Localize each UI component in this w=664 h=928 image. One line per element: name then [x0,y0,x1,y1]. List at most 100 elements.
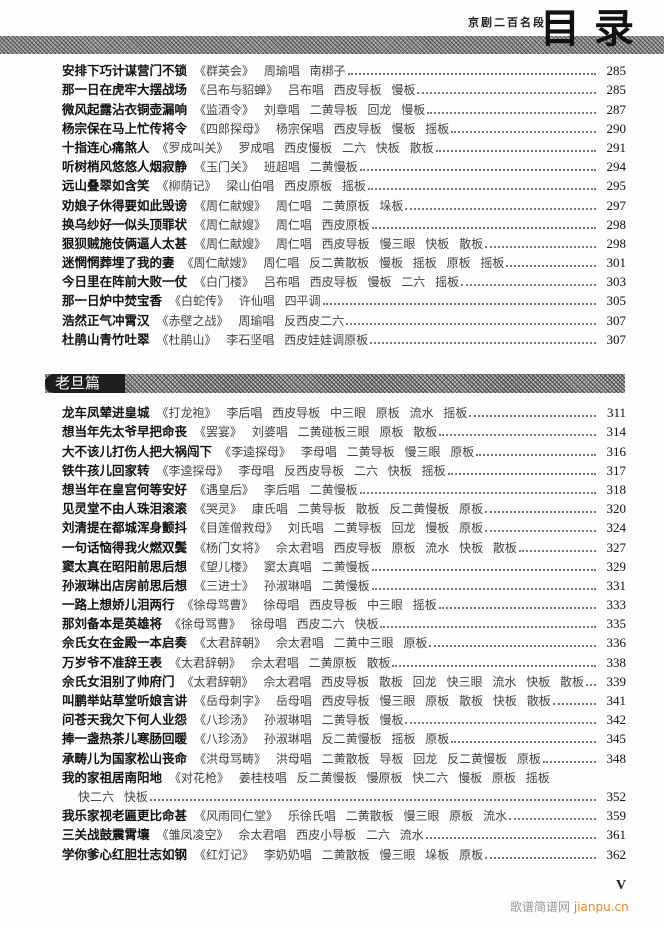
entry-details: 《风雨同仁堂》 乐徐氏唱 二黄散板 慢三眼 原板 流水 [194,809,508,824]
toc-entry[interactable]: 十指连心痛煞人 《罗成叫关》 罗成唱 西皮慢板 二六 快板 散板 291 [62,137,626,156]
toc-entry[interactable]: 问苍天我欠下何人业怨 《八珍汤》 孙淑琳唱 二黄导板 慢板 342 [62,709,626,728]
entry-details: 《吕布与貂蝉》 吕布唱 西皮导板 慢板 [194,83,416,98]
toc-entry[interactable]: 一路上想娇儿泪两行 《徐母骂曹》 徐母唱 西皮导板 中三眼 摇板 333 [62,594,626,613]
entry-title: 狠狈贼施伎俩逼人太甚 [62,235,188,251]
entry-page: 294 [606,159,627,175]
dot-leader [439,434,596,437]
entry-title: 万岁爷不准辞王表 [62,654,163,670]
toc-entry[interactable]: 学你爹心红胆壮志如钢 《红灯记》 李奶奶唱 二黄散板 慢三眼 垛板 原板 362 [62,843,626,862]
entry-title: 承畴儿为国家松山丧命 [62,750,188,766]
toc-entry[interactable]: 佘氏女泪别了帅府门 《太君辞朝》 佘太君唱 西皮导板 散板 回龙 快三眼 流水 快… [62,671,626,690]
toc-entry[interactable]: 想当年先太爷早把命丧 《罢宴》 刘婆唱 二黄碰板三眼 原板 散板 314 [62,421,626,440]
toc-entry[interactable]: 狠狈贼施伎俩逼人太甚 《周仁献嫂》 周仁唱 西皮导板 慢三眼 快板 散板 298 [62,233,626,252]
dot-leader [451,741,596,744]
entry-page: 331 [606,577,627,593]
entry-page: 285 [606,82,627,98]
entry-details: 《望儿楼》 窦太真唱 二黄慢板 [194,559,370,574]
toc-entry[interactable]: 我的家祖居南阳地 《对花枪》 姜桂枝唱 反二黄慢板 慢原板 快二六 慢板 原板 摇… [62,767,626,786]
entry-title: 铁牛孩儿回家转 [62,462,150,478]
entry-details: 《岳母刺字》 岳母唱 西皮导板 慢三眼 原板 散板 快板 散板 [194,694,551,708]
entry-title: 一路上想娇儿泪两行 [62,597,175,613]
entry-details: 《周仁献嫂》 周仁唱 西皮导板 慢三眼 快板 散板 [194,236,484,251]
dot-leader [370,341,596,344]
entry-details: 《周仁献嫂》 周仁唱 二黄原板 垛板 [194,198,404,213]
entry-title: 刘清提在都城浑身颤抖 [62,520,188,536]
dot-leader [405,722,596,725]
entry-page: 307 [606,312,627,328]
toc-entry[interactable]: 那一日炉中焚宝香 《白蛇传》 许仙唱 四平调 305 [62,290,626,309]
entry-title: 三关战鼓震霄壤 [62,827,150,843]
dot-leader [586,683,597,686]
toc-entry[interactable]: 那刘备本是英雄将 《徐母骂曹》 徐母唱 西皮二六 快板 335 [62,613,626,632]
toc-entry[interactable]: 换乌纱好一似头顶罪状 《周仁献嫂》 周仁唱 西皮原板 298 [62,214,626,233]
toc-entry[interactable]: 窦太真在昭阳前思后想 《望儿楼》 窦太真唱 二黄慢板 329 [62,556,626,575]
dot-leader [417,92,596,95]
dot-leader [438,607,596,610]
toc-entry[interactable]: 迷惘惘葬埋了我的妻 《周仁献嫂》 周仁唱 反二黄散板 慢板 摇板 原板 摇板 301 [62,252,626,271]
toc-entry[interactable]: 今日里在阵前大败一仗 《白门楼》 吕布唱 西皮导板 慢板 二六 摇板 303 [62,271,626,290]
entry-page: 359 [606,808,627,824]
entry-title: 想当年在皇宫何等安好 [62,481,188,497]
toc-entry[interactable]: 捧一盏热茶儿寒肠回暖 《八珍汤》 孙淑琳唱 反二黄慢板 摇板 原板 345 [62,728,626,747]
dot-leader [359,491,596,494]
entry-page: 362 [606,846,627,862]
toc-list-section2: 龙车凤辇进皇城 《打龙袍》 李后唱 西皮导板 中三眼 原板 流水 摇板 311 想当年… [62,402,626,863]
entry-title: 那刘备本是英雄将 [62,616,163,632]
toc-entry[interactable]: 我乐家视老匾更比命甚 《风雨同仁堂》 乐徐氏唱 二黄散板 慢三眼 原板 流水 359 [62,805,626,824]
toc-entry[interactable]: 三关战鼓震霄壤 《雏凤凌空》 佘太君唱 西皮小导板 二六 流水 361 [62,824,626,843]
entry-page: 301 [606,255,627,271]
entry-details: 《赤壁之战》 周瑜唱 反西皮二六 [156,313,345,328]
dot-leader [359,169,596,172]
toc-entry[interactable]: 承畴儿为国家松山丧命 《洪母骂畴》 洪母唱 二黄散板 导板 回龙 反二黄慢板 原板… [62,747,626,766]
entry-page: 338 [606,654,627,670]
entry-page: 305 [606,293,627,309]
entry-title: 窦太真在昭阳前思后想 [62,558,188,574]
entry-title: 想当年先太爷早把命丧 [62,424,188,440]
toc-entry[interactable]: 远山叠翠如含笑 《柳荫记》 梁山伯唱 西皮原板 摇板 295 [62,175,626,194]
toc-entry[interactable]: 杜鹃山青竹吐翠 《杜鹃山》 李石坚唱 西皮娃娃调原板 307 [62,329,626,348]
entry-details: 《柳荫记》 梁山伯唱 西皮原板 摇板 [156,179,366,194]
toc-entry[interactable]: 佘氏女在金殿一本启奏 《太君辞朝》 佘太君唱 二黄中三眼 原板 336 [62,632,626,651]
dot-leader [371,226,596,229]
toc-entry[interactable]: 刘清提在都城浑身颤抖 《目莲僧救母》 刘氏唱 二黄导板 回龙 慢板 原板 324 [62,517,626,536]
toc-entry[interactable]: 听树梢风悠悠人烟寂静 《玉门关》 班超唱 二黄慢板 294 [62,156,626,175]
entry-title: 那一日在虎牢大摆战场 [62,82,188,98]
toc-entry[interactable]: 微风起露沾衣铜壶漏响 《监酒令》 刘章唱 二黄导板 回龙 慢板 287 [62,98,626,117]
entry-details: 《周仁献嫂》 周仁唱 西皮原板 [194,217,370,232]
entry-details: 《对花枪》 姜桂枝唱 反二黄慢板 慢原板 快二六 慢板 原板 摇板 [169,770,550,785]
entry-title: 十指连心痛煞人 [62,139,150,155]
toc-entry[interactable]: 铁牛孩儿回家转 《李逵探母》 李母唱 反西皮导板 二六 快板 摇板 317 [62,460,626,479]
entry-page: 295 [606,178,627,194]
entry-title: 浩然正气冲霄汉 [62,312,150,328]
entry-title: 安排下巧计谋营门不锁 [62,63,188,79]
entry-details: 《徐母骂曹》 徐母唱 西皮导板 中三眼 摇板 [181,598,437,613]
dot-leader [346,322,596,325]
toc-entry[interactable]: 叫鹏举站草堂听娘言讲 《岳母刺字》 岳母唱 西皮导板 慢三眼 原板 散板 快板 散… [62,690,626,709]
toc-entry[interactable]: 见灵堂不由人珠泪滚滚 《哭灵》 康氏唱 二黄导板 散板 反二黄慢板 原板 320 [62,498,626,517]
toc-entry[interactable]: 那一日在虎牢大摆战场 《吕布与貂蝉》 吕布唱 西皮导板 慢板 285 [62,79,626,98]
dot-leader [469,415,596,418]
entry-details: 《太君辞朝》 佘太君唱 二黄原板 散板 [169,655,391,670]
watermark-en: jianpu.cn [573,900,629,914]
entry-title: 孙淑琳出店房前思后想 [62,577,188,593]
toc-entry[interactable]: 想当年在皇宫何等安好 《遇皇后》 李后唱 二黄慢板 318 [62,479,626,498]
toc-entry[interactable]: 劝娘子休得要如此毁谤 《周仁献嫂》 周仁唱 二黄原板 垛板 297 [62,194,626,213]
toc-entry[interactable]: 万岁爷不准辞王表 《太君辞朝》 佘太君唱 二黄原板 散板 338 [62,651,626,670]
entry-details: 《监酒令》 刘章唱 二黄导板 回龙 慢板 [194,102,426,117]
entry-page: 311 [606,405,626,421]
entry-details: 《李逵探母》 李母唱 二黄导板 慢三眼 原板 [219,444,475,459]
toc-entry[interactable]: 孙淑琳出店房前思后想 《三进士》 孙淑琳唱 二黄慢板 331 [62,575,626,594]
entry-details: 《徐母骂曹》 徐母唱 西皮二六 快板 [169,617,379,632]
toc-entry[interactable]: 杨宗保在马上忙传将令 《四郎探母》 杨宗保唱 西皮导板 慢板 摇板 290 [62,118,626,137]
watermark-cn: 歌谱简谱网 [510,900,571,914]
entry-details: 《太君辞朝》 佘太君唱 西皮导板 散板 回龙 快三眼 流水 快板 散板 [181,674,585,689]
entry-title: 换乌纱好一似头顶罪状 [62,216,188,232]
toc-entry[interactable]: 龙车凤辇进皇城 《打龙袍》 李后唱 西皮导板 中三眼 原板 流水 摇板 311 [62,402,626,421]
toc-entry-continuation[interactable]: 快二六 快板 352 [62,786,626,805]
dot-leader [485,511,596,514]
toc-entry[interactable]: 浩然正气冲霄汉 《赤壁之战》 周瑜唱 反西皮二六 307 [62,309,626,328]
toc-entry[interactable]: 一句话恼得我火燃双鬓 《杨门女将》 佘太君唱 西皮导板 原板 流水 快板 散板 32… [62,536,626,555]
toc-entry[interactable]: 安排下巧计谋营门不锁 《群英会》 周瑜唱 南梆子 285 [62,60,626,79]
toc-entry[interactable]: 大不该儿打伤人把大祸闯下 《李逵探母》 李母唱 二黄导板 慢三眼 原板 316 [62,440,626,459]
entry-page: 348 [606,750,627,766]
